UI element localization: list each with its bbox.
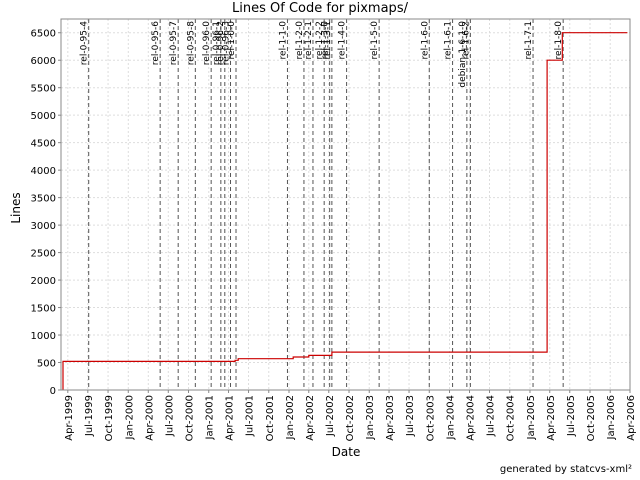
x-tick-label: Oct-2002 xyxy=(345,395,356,441)
release-marker-label: rel-0-95-8 xyxy=(186,21,196,65)
y-tick-label: 2500 xyxy=(31,249,56,260)
x-tick-label: Apr-2001 xyxy=(225,395,236,441)
release-marker-label: rel-0-96-1 xyxy=(212,21,222,65)
x-tick-label: Oct-2000 xyxy=(185,395,196,441)
release-marker-label: debian-1-6-1-0 xyxy=(458,21,468,88)
release-marker-label: rel-0-95-4 xyxy=(80,21,90,65)
x-tick-label: Oct-2003 xyxy=(425,395,436,441)
x-tick-label: Oct-2004 xyxy=(506,395,517,441)
release-marker-label: rel-1-0-0 xyxy=(227,21,237,60)
x-tick-label: Jan-2000 xyxy=(124,395,135,440)
y-tick-label: 3000 xyxy=(31,221,56,232)
x-tick-label: Oct-1999 xyxy=(104,395,115,441)
x-tick-label: Jan-2001 xyxy=(205,395,216,440)
release-marker-label: rel-1-6-0 xyxy=(420,21,430,60)
x-tick-label: Jan-2004 xyxy=(445,395,456,440)
lines-series-line xyxy=(62,32,628,390)
release-marker-label: rel-1-3-1 xyxy=(323,21,333,59)
release-markers: rel-0-95-4 rel-0-95-6 rel-0-95-7 rel-0-95-8… xyxy=(80,19,564,390)
y-tick-label: 4000 xyxy=(31,166,56,177)
release-marker-label: rel-1-2-2 xyxy=(315,21,325,59)
x-tick-label: Apr-2005 xyxy=(546,395,557,441)
y-tick-label: 1000 xyxy=(31,331,56,342)
axes: 0 500 1000 1500 2000 2500 3000 3500 4000 4500 5000… xyxy=(31,18,637,441)
x-tick-label: Jan-2003 xyxy=(365,395,376,440)
x-tick-label: Jan-2005 xyxy=(526,395,537,440)
x-tick-label: Apr-2000 xyxy=(144,395,155,441)
release-marker-label: rel-1-7-1 xyxy=(524,21,534,59)
grid-lines xyxy=(61,19,631,391)
x-tick-label: Jul-2001 xyxy=(245,395,256,437)
x-tick-label: Jul-2003 xyxy=(405,395,416,437)
release-marker-label: rel-1-5-0 xyxy=(370,21,380,60)
x-tick-label: Jan-2006 xyxy=(606,395,617,440)
y-tick-label: 3500 xyxy=(31,194,56,205)
y-tick-label: 500 xyxy=(37,359,56,370)
y-tick-label: 2000 xyxy=(31,276,56,287)
x-tick-label: Apr-2004 xyxy=(466,395,477,441)
release-marker-label: rel-1-1-0 xyxy=(278,21,288,60)
x-tick-label: Jan-2002 xyxy=(285,395,296,440)
generator-footer: generated by statcvs-xml² xyxy=(499,464,632,475)
x-tick-label: Apr-2003 xyxy=(385,395,396,441)
x-tick-label: Jul-2005 xyxy=(566,395,577,437)
x-tick-label: Apr-1999 xyxy=(64,395,75,441)
chart-title: Lines Of Code for pixmaps/ xyxy=(232,1,408,16)
x-tick-label: Jul-2000 xyxy=(164,395,175,437)
y-tick-label: 1500 xyxy=(31,304,56,315)
release-marker-label: rel-1-8-0 xyxy=(554,21,564,60)
plot-frame xyxy=(60,18,631,391)
y-tick-label: 5000 xyxy=(31,111,56,122)
release-marker-label: rel-1-6-2 xyxy=(461,21,471,59)
release-marker-label: rel-0-96-3 xyxy=(222,21,232,65)
x-axis-label: Date xyxy=(332,445,361,459)
x-tick-label: Oct-2005 xyxy=(586,395,597,441)
series-lines xyxy=(62,32,628,390)
x-tick-label: Jul-2004 xyxy=(486,395,497,437)
release-marker-label: rel-1-2-0 xyxy=(295,21,305,60)
y-tick-label: 4500 xyxy=(31,139,56,150)
y-axis-label: Lines xyxy=(9,192,23,223)
x-tick-label: Jul-2002 xyxy=(325,395,336,437)
x-tick-label: Jul-1999 xyxy=(84,395,95,437)
x-tick-label: Apr-2006 xyxy=(626,395,637,441)
release-marker-label: rel-1-2-1 xyxy=(304,21,314,59)
y-tick-label: 0 xyxy=(50,386,56,397)
y-tick-label: 6500 xyxy=(31,29,56,40)
release-marker-label: rel-0-95-6 xyxy=(151,21,161,65)
release-marker-label: rel-1-6-1 xyxy=(444,21,454,59)
x-tick-label: Oct-2001 xyxy=(265,395,276,441)
release-marker-label: rel-1-3-0 xyxy=(321,21,331,60)
y-tick-label: 6000 xyxy=(31,56,56,67)
release-marker-label: rel-0-96-0 xyxy=(202,21,212,65)
x-tick-label: Apr-2002 xyxy=(305,395,316,441)
y-tick-label: 5500 xyxy=(31,84,56,95)
release-marker-label: rel-1-4-0 xyxy=(338,21,348,60)
release-marker-label: rel-0-96-2 xyxy=(216,21,226,65)
release-marker-label: rel-0-95-7 xyxy=(169,21,179,65)
